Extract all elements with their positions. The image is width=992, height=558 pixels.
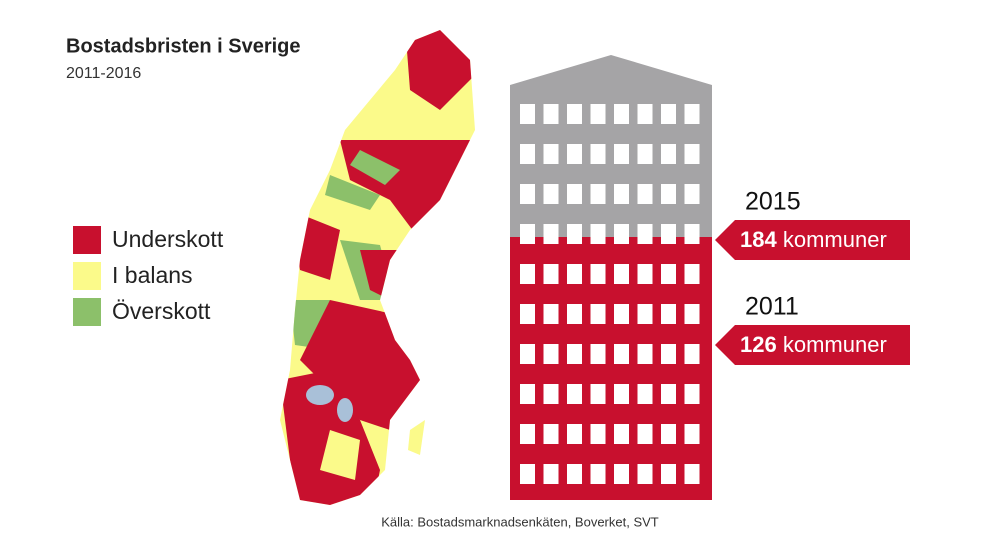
legend-swatch [73,298,101,326]
title: Bostadsbristen i Sverige [66,35,301,57]
callout-unit: kommuner [783,227,887,252]
legend-label: Överskott [112,298,211,324]
legend-swatch [73,262,101,290]
callout-year: 2015 [745,188,801,216]
callout-unit: kommuner [783,332,887,357]
callout-tag [715,325,910,365]
callout-value: 126 [740,332,777,357]
legend: Underskott I balans Överskott [73,226,224,326]
island [408,420,425,455]
subtitle: 2011-2016 [66,65,141,82]
legend-swatch [73,226,101,254]
legend-label: I balans [112,262,193,288]
callout-tag [715,220,910,260]
callout-year: 2011 [745,293,799,321]
callouts: 2015 184 kommuner 2011 126 kommuner [715,188,910,365]
callout-label: 126 kommuner [740,332,887,357]
legend-label: Underskott [112,226,224,252]
source: Källa: Bostadsmarknadsenkäten, Boverket,… [381,514,659,529]
building [510,55,712,500]
callout-value: 184 [740,227,777,252]
callout-label: 184 kommuner [740,227,887,252]
